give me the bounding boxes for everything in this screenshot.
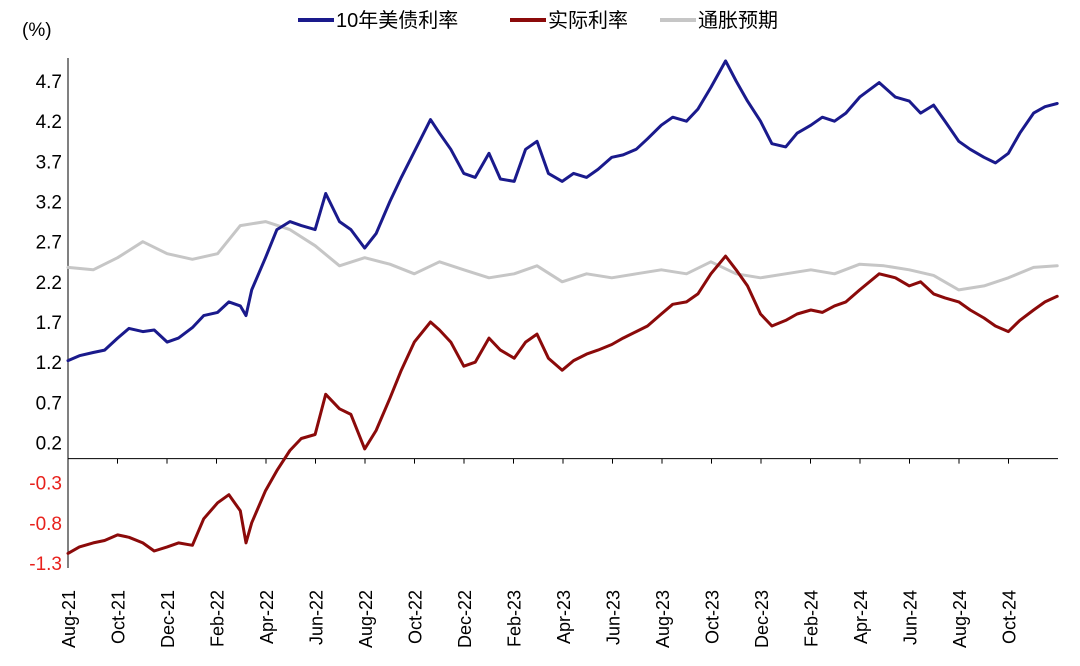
legend-label: 通胀预期: [698, 9, 778, 32]
x-tick-label: Oct-23: [703, 590, 723, 644]
y-tick-label: 2.7: [36, 233, 62, 254]
legend-label: 10年美债利率: [336, 9, 458, 32]
y-axis-ticks: 4.7 4.2 3.7 3.2 2.7 2.2 1.7 1.2 0.7 0.2 -0.3 -0.8 -1…: [29, 58, 69, 575]
y-axis-unit-label: (%): [22, 20, 52, 41]
x-tick-label: Aug-23: [653, 590, 673, 648]
x-tick-label: Oct-24: [1000, 590, 1020, 644]
y-tick-label: -0.3: [29, 474, 62, 495]
y-tick-label: 1.7: [36, 313, 62, 334]
x-tick-label: Oct-21: [109, 590, 129, 644]
y-tick-label: 2.2: [36, 273, 62, 294]
x-tick-label: Feb-22: [208, 590, 228, 647]
x-tick-label: Dec-22: [455, 590, 475, 648]
x-axis: Aug-21 Oct-21 Dec-21 Feb-22 Apr-22 Jun-22 Aug-…: [59, 458, 1058, 648]
y-tick-label: -0.8: [29, 514, 62, 535]
y-tick-label: 0.7: [36, 393, 62, 414]
series-group: [66, 59, 1059, 555]
x-tick-label: Dec-23: [752, 590, 772, 648]
y-tick-label: 0.2: [36, 434, 62, 455]
series-line: [66, 220, 1059, 292]
x-tick-label: Apr-23: [554, 590, 574, 644]
x-tick-label: Aug-21: [59, 590, 79, 648]
x-tick-label: Feb-24: [802, 590, 822, 647]
x-tick-label: Dec-21: [158, 590, 178, 648]
y-tick-label: 4.2: [36, 112, 62, 133]
x-tick-label: Aug-22: [356, 590, 376, 648]
series-line: [66, 59, 1059, 363]
x-tick-label: Oct-22: [406, 590, 426, 644]
x-tick-label: Apr-22: [257, 590, 277, 644]
x-tick-label: Jun-24: [901, 590, 921, 645]
y-tick-label: 4.7: [36, 72, 62, 93]
legend-label: 实际利率: [548, 9, 628, 32]
y-tick-label: 1.2: [36, 353, 62, 374]
x-tick-label: Apr-24: [851, 590, 871, 644]
x-tick-label: Jun-23: [604, 590, 624, 645]
x-tick-label: Feb-23: [505, 590, 525, 647]
x-tick-label: Aug-24: [950, 590, 970, 648]
x-tick-label: Jun-22: [307, 590, 327, 645]
y-tick-label: 3.2: [36, 193, 62, 214]
y-tick-label: -1.3: [29, 554, 62, 575]
y-tick-label: 3.7: [36, 152, 62, 173]
legend: 10年美债利率 实际利率 通胀预期: [298, 9, 778, 32]
series-line: [66, 254, 1059, 555]
